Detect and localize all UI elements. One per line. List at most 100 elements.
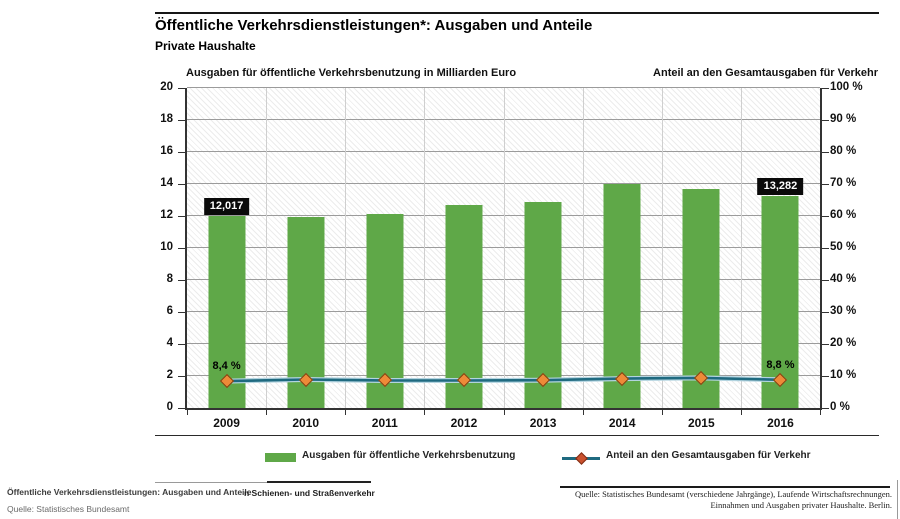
footnote-rule-dark — [267, 481, 371, 483]
tickmark-bottom — [424, 410, 426, 415]
top-rule — [155, 12, 879, 14]
gridline-v — [740, 88, 742, 408]
gridline-v — [661, 88, 663, 408]
value-label-2009: 12,017 — [203, 197, 250, 215]
tickmark-bottom — [582, 410, 584, 415]
tickmark-bottom — [820, 410, 821, 415]
footnote-fragment: n Schienen- und Straßenverkehr — [244, 488, 375, 498]
ytick-right: 50 % — [830, 241, 857, 253]
tickmark-right — [822, 216, 829, 217]
tickmark-left — [178, 312, 185, 313]
ytick-left: 6 — [166, 305, 173, 317]
xlabel-2010: 2010 — [292, 416, 320, 430]
ytick-right: 40 % — [830, 273, 857, 285]
gridline-v — [582, 88, 584, 408]
tickmark-right — [822, 408, 829, 409]
tickmark-left — [178, 152, 185, 153]
footer-source-left: Quelle: Statistisches Bundesamt — [7, 504, 130, 514]
xlabel-2015: 2015 — [687, 416, 715, 430]
right-axis-line — [820, 88, 822, 410]
tickmark-right — [822, 376, 829, 377]
footnote-rule-light — [155, 482, 267, 483]
gridline-v — [266, 88, 268, 408]
footer-source-rule — [560, 486, 890, 488]
right-edge-line — [897, 480, 898, 519]
tickmark-right — [822, 184, 829, 185]
xlabel-2016: 2016 — [767, 416, 794, 430]
tickmark-right — [822, 120, 829, 121]
tickmark-left — [178, 216, 185, 217]
tickmark-bottom — [345, 410, 347, 415]
footer-source-line2: Einnahmen und Ausgaben privater Haushalt… — [710, 500, 892, 510]
plot-area: 12,017 13,282 8,4 % 8,8 % — [185, 87, 822, 410]
x-axis-labels: 2009 2010 2011 2012 2013 2014 2015 2016 — [187, 416, 820, 432]
ytick-right: 20 % — [830, 337, 857, 349]
ytick-left: 4 — [166, 337, 173, 349]
footer-source-right: Quelle: Statistisches Bundesamt (verschi… — [472, 489, 892, 511]
gridline-v — [503, 88, 505, 408]
value-label-2016: 13,282 — [757, 177, 804, 195]
trend-line — [226, 375, 781, 384]
tickmark-bottom — [187, 410, 188, 415]
gridline-v — [424, 88, 426, 408]
y-axis-left: 20 18 16 14 12 10 8 6 4 2 0 — [128, 81, 173, 413]
y-axis-right: 100 % 90 % 80 % 70 % 60 % 50 % 40 % 30 % 20 % 10 … — [830, 81, 890, 413]
tickmark-left — [178, 280, 185, 281]
tickmark-right — [822, 280, 829, 281]
pct-label-2009: 8,4 % — [212, 360, 241, 373]
pct-label-2016: 8,8 % — [766, 358, 795, 371]
tickmark-right — [822, 312, 829, 313]
tickmark-right — [822, 88, 829, 89]
ytick-left: 20 — [160, 81, 173, 93]
tickmark-bottom — [740, 410, 742, 415]
tickmark-right — [822, 152, 829, 153]
ytick-right: 10 % — [830, 369, 857, 381]
chart-subtitle: Private Haushalte — [155, 39, 256, 53]
ytick-right: 30 % — [830, 305, 857, 317]
tickmark-right — [822, 344, 829, 345]
tickmark-right — [822, 248, 829, 249]
ytick-right: 80 % — [830, 145, 857, 157]
legend-item-bars: Ausgaben für öffentliche Verkehrsbenutzu… — [302, 450, 516, 461]
gridline-v — [345, 88, 347, 408]
gridline-h — [187, 87, 820, 88]
legend-diamond-icon — [575, 452, 588, 465]
xlabel-2011: 2011 — [371, 416, 398, 430]
tickmark-left — [178, 376, 185, 377]
legend-item-line: Anteil an den Gesamtausgaben für Verkehr — [606, 450, 811, 461]
chart-title: Öffentliche Verkehrsdienstleistungen*: A… — [155, 17, 593, 34]
footer-source-line1: Quelle: Statistisches Bundesamt (verschi… — [574, 489, 892, 499]
bottom-axis-line — [185, 408, 822, 410]
ytick-left: 16 — [160, 145, 173, 157]
ytick-left: 8 — [166, 273, 173, 285]
xlabel-2014: 2014 — [608, 416, 636, 430]
tickmark-left — [178, 408, 185, 409]
tickmark-left — [178, 88, 185, 89]
ytick-left: 12 — [160, 209, 173, 221]
tickmark-left — [178, 120, 185, 121]
xlabel-2009: 2009 — [213, 416, 240, 430]
ytick-right: 0 % — [830, 401, 850, 413]
ytick-left: 14 — [160, 177, 173, 189]
ytick-right: 70 % — [830, 177, 857, 189]
ytick-right: 60 % — [830, 209, 857, 221]
bar-2016 — [761, 195, 799, 408]
bar-2014 — [603, 184, 641, 408]
legend-bar-swatch — [265, 453, 296, 462]
tickmark-bottom — [503, 410, 505, 415]
tickmark-left — [178, 344, 185, 345]
ytick-left: 2 — [166, 369, 173, 381]
right-axis-title: Anteil an den Gesamtausgaben für Verkehr — [653, 67, 878, 79]
left-axis-line — [185, 88, 187, 410]
tickmark-bottom — [266, 410, 268, 415]
xlabel-2012: 2012 — [450, 416, 478, 430]
ytick-left: 0 — [166, 401, 173, 413]
ytick-right: 100 % — [830, 81, 863, 93]
tickmark-bottom — [661, 410, 663, 415]
footer-caption: Öffentliche Verkehrsdienstleistungen: Au… — [7, 487, 252, 497]
left-axis-title: Ausgaben für öffentliche Verkehrsbenutzu… — [186, 67, 517, 79]
tickmark-left — [178, 248, 185, 249]
xlabel-2013: 2013 — [529, 416, 557, 430]
ytick-left: 10 — [160, 241, 173, 253]
